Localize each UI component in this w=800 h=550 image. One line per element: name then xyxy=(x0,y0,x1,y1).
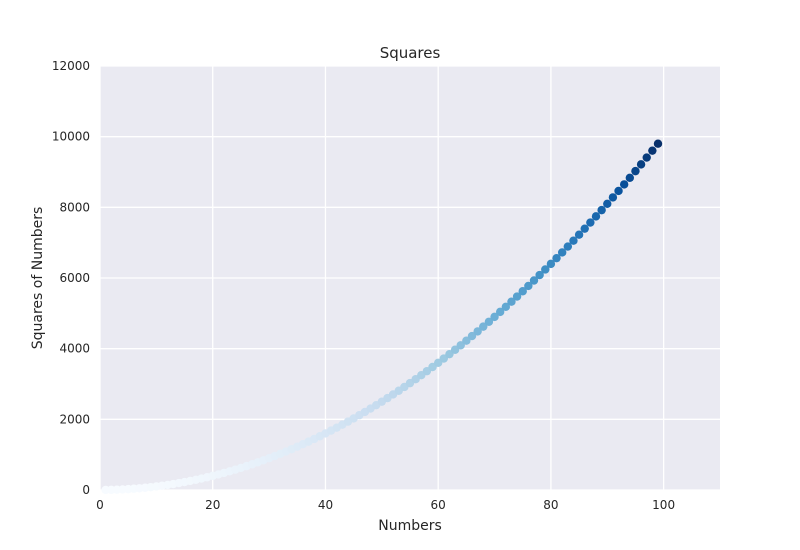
scatter-point xyxy=(450,345,460,354)
scatter-point xyxy=(535,270,544,280)
scatter-point xyxy=(653,139,663,148)
scatter-point xyxy=(490,312,499,322)
scatter-point xyxy=(507,297,516,306)
scatter-point xyxy=(569,236,578,245)
scatter-point xyxy=(518,287,527,296)
scatter-point xyxy=(512,292,522,301)
y-tick-label: 0 xyxy=(82,483,90,497)
scatter-point xyxy=(524,281,533,291)
scatter-point xyxy=(642,153,651,162)
x-tick-label: 60 xyxy=(431,498,446,512)
x-tick-label: 20 xyxy=(205,498,220,512)
scatter-point xyxy=(484,317,494,326)
x-tick-label: 100 xyxy=(652,498,675,512)
scatter-point xyxy=(546,259,556,269)
x-tick-label: 0 xyxy=(96,498,104,512)
scatter-point xyxy=(557,248,567,257)
scatter-point xyxy=(597,205,606,215)
scatter-point xyxy=(608,193,618,202)
scatter-point xyxy=(631,166,640,176)
scatter-point xyxy=(591,212,601,221)
x-axis-ticks: 0 20 40 60 80 100 xyxy=(96,498,675,512)
y-tick-label: 10000 xyxy=(52,130,90,144)
scatter-point xyxy=(648,146,657,155)
scatter-point xyxy=(462,336,471,345)
scatter-point xyxy=(614,186,623,196)
scatter-point xyxy=(479,322,488,331)
scatter-point xyxy=(456,341,465,350)
scatter-point xyxy=(473,327,482,336)
scatter-point xyxy=(467,331,477,341)
scatter-point xyxy=(603,199,612,208)
scatter-point xyxy=(574,230,584,239)
scatter-point xyxy=(586,218,595,227)
y-axis-label: Squares of Numbers xyxy=(30,207,46,350)
y-tick-label: 6000 xyxy=(59,271,90,285)
data-points xyxy=(101,139,663,495)
y-tick-label: 8000 xyxy=(59,200,90,214)
scatter-point xyxy=(495,307,505,317)
chart-title: Squares xyxy=(380,44,441,62)
scatter-point xyxy=(501,302,511,312)
x-tick-label: 80 xyxy=(543,498,558,512)
scatter-point xyxy=(541,265,550,274)
y-tick-label: 12000 xyxy=(52,59,90,73)
y-tick-label: 4000 xyxy=(59,342,90,356)
scatter-point xyxy=(529,276,539,285)
y-tick-label: 2000 xyxy=(59,412,90,426)
grid-lines xyxy=(99,65,720,491)
y-axis-ticks: 0 2000 4000 6000 8000 10000 12000 xyxy=(52,59,90,497)
x-tick-label: 40 xyxy=(318,498,333,512)
scatter-point xyxy=(619,180,629,189)
scatter-point xyxy=(580,224,589,233)
scatter-point xyxy=(625,173,635,182)
scatter-point xyxy=(563,242,573,251)
x-axis-label: Numbers xyxy=(378,518,442,534)
scatter-point xyxy=(636,160,646,169)
scatter-point xyxy=(445,349,454,359)
scatter-point xyxy=(552,253,561,263)
